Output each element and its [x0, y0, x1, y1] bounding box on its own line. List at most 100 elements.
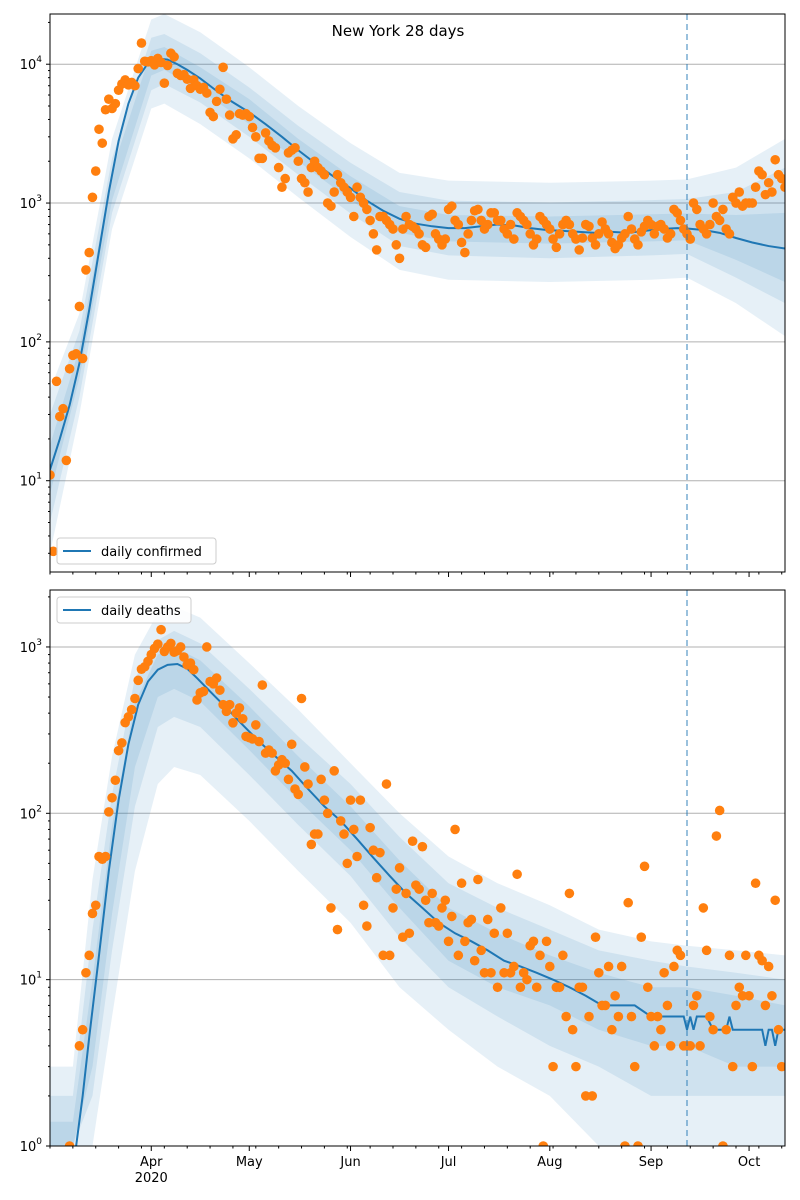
data-point-14: [117, 738, 127, 748]
data-point-198: [692, 204, 702, 215]
x-tick-label-5: Sep: [639, 1155, 664, 1170]
data-point-163: [577, 233, 588, 243]
data-point-84: [345, 795, 356, 805]
data-point-225: [780, 182, 785, 193]
data-point-3: [55, 411, 65, 422]
data-point-5: [61, 455, 72, 466]
data-point-11: [107, 792, 117, 803]
data-point-115: [420, 242, 431, 253]
data-point-70: [300, 762, 310, 772]
data-point-40: [202, 642, 212, 652]
data-point-173: [636, 932, 647, 942]
uncertainty-band-2: [50, 646, 785, 1146]
data-point-113: [440, 895, 451, 906]
data-point-105: [388, 224, 398, 234]
data-point-65: [283, 774, 294, 785]
data-point-125: [453, 219, 464, 230]
data-point-142: [509, 234, 519, 244]
data-point-146: [548, 1061, 558, 1072]
data-point-56: [254, 736, 264, 747]
data-point-43: [211, 673, 222, 683]
data-point-134: [482, 219, 493, 230]
data-point-9: [100, 851, 111, 862]
data-point-82: [339, 829, 349, 839]
data-point-60: [267, 748, 277, 758]
data-point-122: [469, 955, 480, 966]
data-point-4: [84, 950, 94, 961]
data-point-13: [87, 192, 98, 203]
data-point-47: [224, 699, 235, 710]
data-point-132: [502, 928, 513, 939]
data-point-128: [463, 229, 473, 239]
data-point-92: [345, 192, 356, 203]
data-point-119: [460, 936, 470, 947]
data-point-113: [414, 229, 424, 239]
data-point-80: [332, 924, 343, 935]
y-tick-label-1: 101: [20, 971, 42, 989]
data-point-66: [286, 739, 297, 750]
data-point-11: [81, 265, 91, 275]
data-point-61: [244, 111, 255, 122]
data-point-97: [388, 903, 398, 913]
data-point-112: [437, 903, 447, 913]
data-point-84: [319, 169, 330, 180]
data-point-29: [166, 638, 176, 649]
data-point-96: [384, 950, 395, 961]
data-point-220: [763, 177, 774, 188]
data-point-215: [747, 198, 758, 208]
data-point-163: [603, 961, 614, 972]
legend: daily deaths: [56, 596, 192, 624]
data-point-192: [698, 903, 709, 913]
data-point-141: [505, 219, 516, 230]
data-point-138: [496, 215, 506, 226]
axes-frame: [49, 589, 786, 1147]
data-point-4: [58, 403, 68, 414]
data-point-164: [607, 1024, 617, 1035]
y-tick-label-1: 102: [20, 333, 42, 351]
data-point-85: [349, 824, 359, 835]
data-point-221: [767, 187, 777, 197]
data-point-165: [584, 221, 594, 232]
data-point-178: [626, 224, 637, 234]
data-point-178: [652, 1011, 663, 1022]
data-point-66: [260, 128, 271, 138]
data-point-162: [600, 1000, 611, 1011]
data-point-79: [303, 187, 313, 197]
data-point-200: [724, 950, 735, 961]
data-point-100: [371, 245, 382, 255]
data-point-54: [221, 94, 232, 104]
data-point-212: [763, 961, 774, 972]
data-point-210: [757, 955, 767, 966]
data-point-6: [64, 363, 75, 374]
legend-box: [56, 596, 192, 624]
data-point-5: [87, 908, 98, 919]
y-tick-label-3: 104: [20, 55, 43, 73]
data-point-157: [584, 1011, 594, 1022]
data-point-38: [169, 52, 179, 62]
figure-title: New York 28 days: [332, 22, 465, 40]
data-point-105: [414, 884, 424, 894]
data-point-35: [159, 78, 170, 88]
data-point-216: [776, 1061, 785, 1072]
confirmed-chart-panel: 101 102 103 104 daily confirmed: [20, 13, 786, 577]
data-point-72: [306, 839, 317, 850]
data-point-3: [81, 967, 91, 978]
data-point-36: [162, 60, 173, 71]
data-point-136: [489, 208, 500, 218]
data-point-145: [545, 961, 555, 972]
data-point-136: [515, 982, 526, 993]
data-point-51: [237, 713, 248, 724]
data-point-123: [473, 874, 483, 885]
data-point-106: [391, 240, 402, 250]
data-point-115: [447, 911, 457, 922]
data-point-126: [456, 237, 467, 248]
data-point-154: [548, 234, 558, 244]
data-point-118: [456, 878, 467, 889]
data-point-224: [776, 173, 785, 184]
data-point-109: [427, 888, 438, 899]
axes-frame: [49, 13, 786, 573]
data-point-53: [218, 62, 228, 73]
legend-label: daily confirmed: [101, 545, 202, 560]
data-point-111: [433, 921, 444, 931]
data-point-196: [685, 234, 696, 244]
